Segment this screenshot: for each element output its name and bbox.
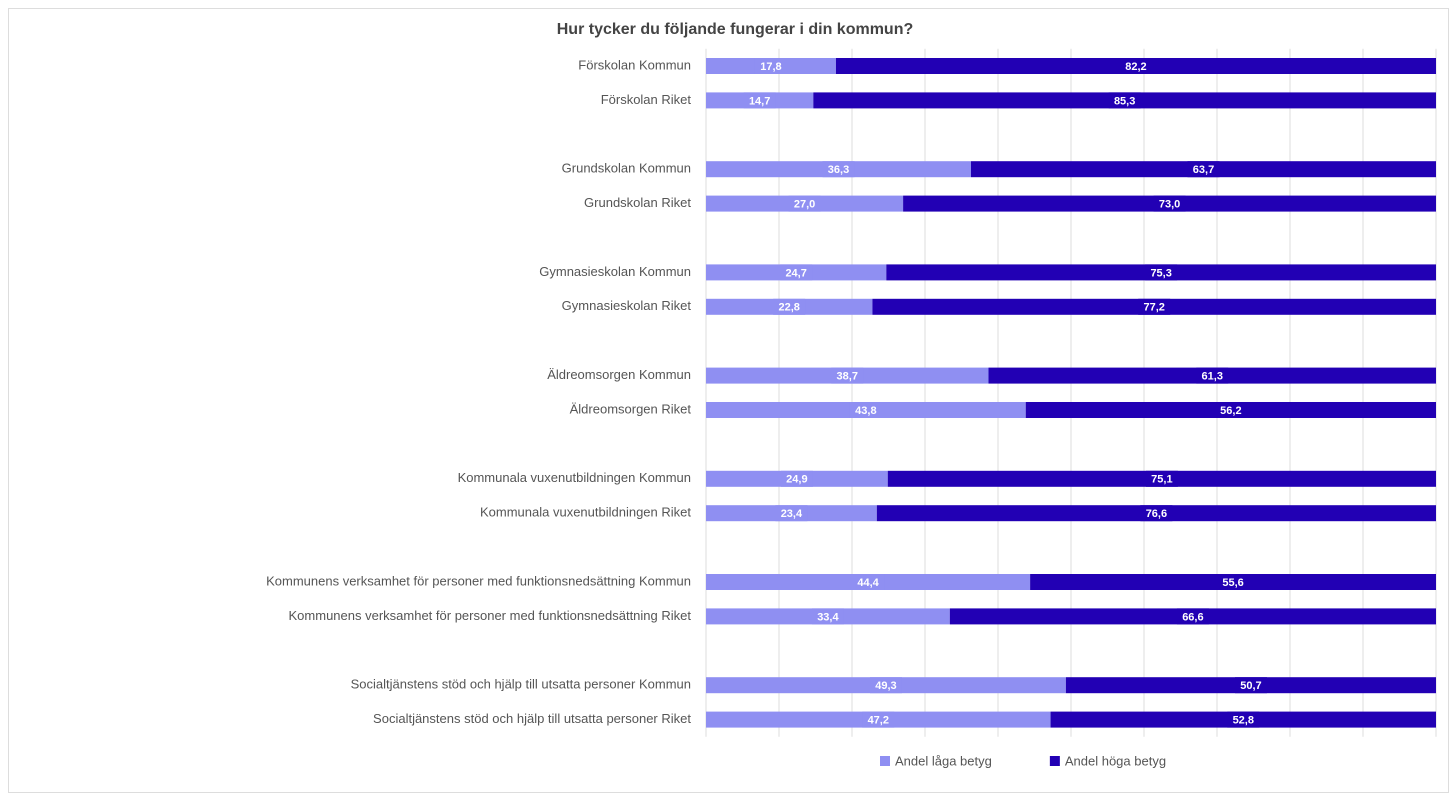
category-label: Socialtjänstens stöd och hjälp till utsa… [351, 677, 691, 692]
value-label: 66,6 [1182, 611, 1203, 623]
value-label-bg [1217, 574, 1250, 590]
value-label: 44,4 [857, 577, 879, 589]
value-label-bg [780, 470, 813, 487]
value-label-bg [1227, 711, 1260, 728]
value-label-bg [852, 574, 885, 590]
value-label: 77,2 [1144, 302, 1165, 314]
value-label: 76,6 [1146, 508, 1167, 520]
category-label: Förskolan Riket [601, 92, 692, 107]
category-label: Grundskolan Riket [584, 195, 691, 210]
category-label: Gymnasieskolan Kommun [539, 264, 691, 279]
value-label-bg [831, 367, 864, 384]
value-label: 17,8 [760, 61, 781, 73]
value-label: 27,0 [794, 199, 815, 211]
value-label: 22,8 [779, 302, 800, 314]
value-label: 75,1 [1151, 474, 1172, 486]
category-label: Grundskolan Kommun [562, 161, 691, 176]
value-label-bg [788, 195, 821, 212]
legend-swatch [1049, 756, 1060, 766]
value-label: 24,7 [785, 267, 806, 279]
category-label: Socialtjänstens stöd och hjälp till utsa… [373, 711, 691, 726]
value-label-bg [1138, 298, 1171, 315]
value-label-bg [743, 92, 776, 109]
value-label-bg [1234, 677, 1267, 694]
value-label-bg [775, 505, 808, 522]
value-label-bg [822, 161, 855, 178]
legend-label: Andel låga betyg [895, 753, 992, 768]
category-label: Kommunens verksamhet för personer med fu… [289, 608, 692, 623]
value-label-bg [1145, 470, 1178, 487]
value-label: 82,2 [1125, 61, 1146, 73]
value-label: 73,0 [1159, 199, 1180, 211]
value-label-bg [1145, 264, 1178, 281]
value-label: 24,9 [786, 474, 807, 486]
legend-swatch [880, 756, 890, 766]
value-label: 49,3 [875, 680, 896, 692]
value-label: 55,6 [1222, 577, 1243, 589]
value-label-bg [1176, 608, 1209, 625]
value-label-bg [1119, 58, 1152, 74]
value-label-bg [1153, 195, 1186, 212]
value-label: 47,2 [868, 715, 889, 727]
value-label-bg [849, 402, 882, 418]
value-label-bg [811, 608, 844, 625]
category-label: Äldreomsorgen Kommun [547, 367, 691, 382]
value-label-bg [1140, 505, 1173, 522]
value-label-bg [780, 264, 813, 281]
category-label: Kommunens verksamhet för personer med fu… [266, 573, 691, 588]
value-label-bg [773, 298, 806, 315]
value-label-bg [869, 677, 902, 694]
value-label: 56,2 [1220, 405, 1241, 417]
value-label-bg [1196, 367, 1229, 384]
value-label: 36,3 [828, 164, 849, 176]
value-label: 75,3 [1150, 267, 1171, 279]
value-label: 43,8 [855, 405, 876, 417]
category-label: Kommunala vuxenutbildningen Riket [480, 505, 691, 520]
value-label-bg [1187, 161, 1220, 178]
value-label: 38,7 [837, 371, 858, 383]
value-label-bg [1108, 92, 1141, 109]
value-label: 14,7 [749, 95, 770, 107]
value-label: 85,3 [1114, 95, 1135, 107]
chart-frame [8, 8, 1449, 793]
category-label: Förskolan Kommun [578, 57, 691, 72]
value-label-bg [754, 58, 787, 74]
category-label: Äldreomsorgen Riket [570, 401, 692, 416]
legend-label: Andel höga betyg [1065, 753, 1166, 768]
value-label: 50,7 [1240, 680, 1261, 692]
value-label-bg [1214, 402, 1247, 418]
value-label: 63,7 [1193, 164, 1214, 176]
value-label: 52,8 [1233, 715, 1254, 727]
value-label: 33,4 [817, 611, 839, 623]
value-label-bg [862, 711, 895, 728]
value-label: 23,4 [781, 508, 803, 520]
category-label: Gymnasieskolan Riket [562, 298, 692, 313]
value-label: 61,3 [1202, 371, 1223, 383]
category-label: Kommunala vuxenutbildningen Kommun [458, 470, 691, 485]
chart-title: Hur tycker du följande fungerar i din ko… [557, 21, 913, 38]
